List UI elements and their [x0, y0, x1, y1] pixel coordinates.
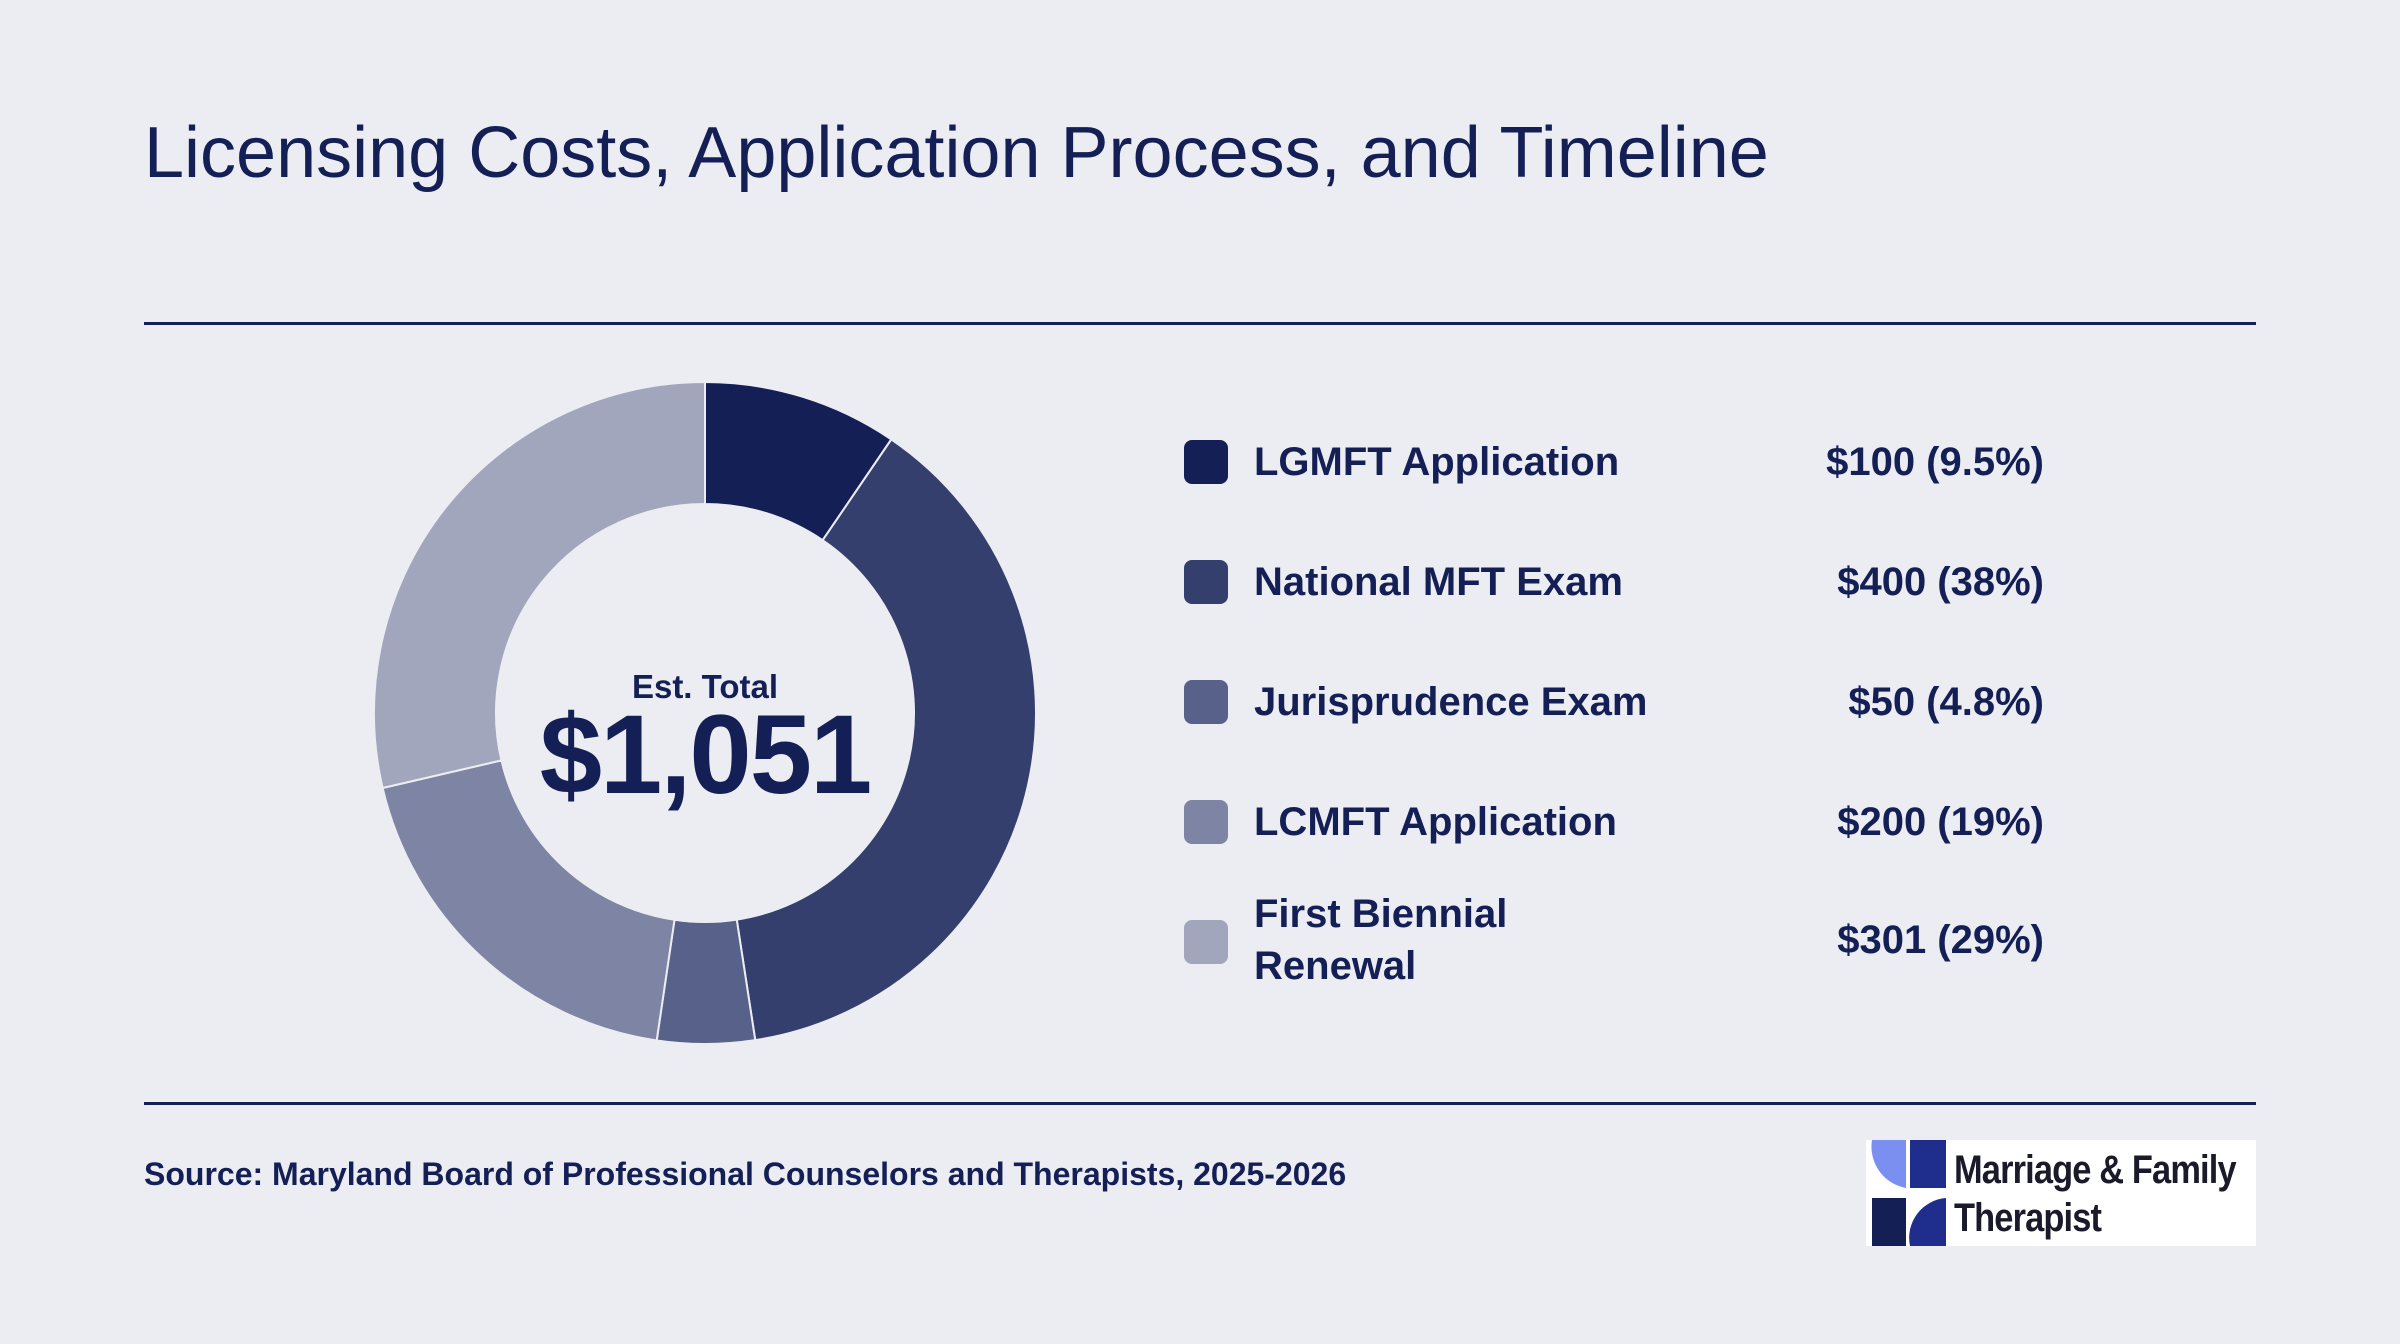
legend-label: LCMFT Application: [1254, 800, 1617, 844]
legend-value: $400 (38%): [1837, 560, 2044, 604]
donut-slice-first-biennial-renewal: [373, 380, 706, 790]
legend-value: $200 (19%): [1837, 800, 2044, 844]
chart-legend: LGMFT Application $100 (9.5%) National M…: [1184, 0, 2044, 1000]
legend-swatch: [1184, 440, 1228, 484]
top-divider: [144, 322, 2256, 325]
legend-label: Jurisprudence Exam: [1254, 680, 1648, 724]
total-label: Est. Total: [631, 668, 779, 705]
page-title: Licensing Costs, Application Process, an…: [144, 113, 1769, 193]
source-note: Source: Maryland Board of Professional C…: [144, 1156, 1347, 1192]
logo-line-2: Therapist: [1954, 1196, 2102, 1240]
brand-logo: Marriage & Family Therapist: [1866, 1140, 2256, 1246]
logo-line-1: Marriage & Family: [1954, 1148, 2237, 1192]
donut-slice-lcmft-application: [381, 759, 676, 1042]
legend-value: $301 (29%): [1837, 918, 2044, 962]
legend-label: LGMFT Application: [1254, 440, 1620, 484]
legend-label: National MFT Exam: [1254, 560, 1623, 604]
legend-value: $50 (4.8%): [1848, 680, 2044, 724]
legend-swatch: [1184, 800, 1228, 844]
logo-text: Marriage & Family Therapist: [1954, 1146, 2237, 1242]
legend-swatch: [1184, 920, 1228, 964]
bottom-divider: [144, 1102, 2256, 1105]
donut-slice-national-mft-exam: [735, 438, 1037, 1042]
pinwheel-logo-icon: [1871, 1140, 1946, 1246]
legend-swatch: [1184, 680, 1228, 724]
legend-label: First Biennial Renewal: [1254, 892, 1508, 988]
total-value: $1,051: [539, 692, 873, 817]
legend-swatch: [1184, 560, 1228, 604]
legend-value: $100 (9.5%): [1826, 440, 2044, 484]
